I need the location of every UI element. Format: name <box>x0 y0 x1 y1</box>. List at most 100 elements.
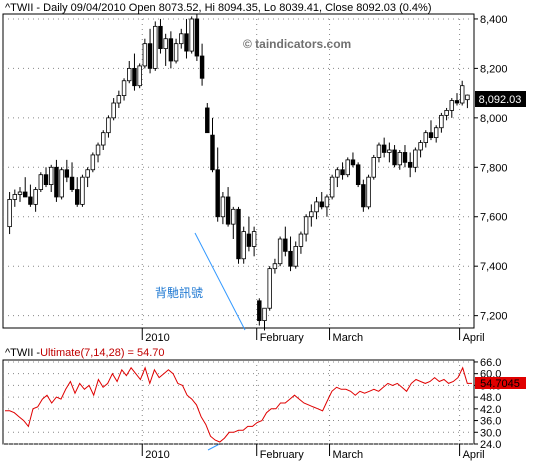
candle-body <box>319 201 324 208</box>
candle-body <box>267 268 272 309</box>
candle-body <box>283 238 288 252</box>
candle-body <box>465 94 470 101</box>
candle-body <box>59 169 64 198</box>
candle-body <box>397 152 402 166</box>
candle-body <box>361 184 366 208</box>
indicator-chart-title: Ultimate(7,14,28) = 54.70 <box>40 347 164 359</box>
price-ytick-label: 7,200 <box>480 311 508 323</box>
price-panel-frame <box>2 13 475 329</box>
indicator-xtick-label: March <box>333 449 364 461</box>
indicator-xtick-label: April <box>463 449 485 461</box>
price-xtick-label: February <box>260 332 305 344</box>
candle-body <box>179 33 184 45</box>
indicator-ytick-label: 66.0 <box>480 357 501 369</box>
candle-body <box>413 149 418 168</box>
indicator-ytick-label: 30.0 <box>480 427 501 439</box>
candle-body <box>340 169 345 176</box>
candle-body <box>366 176 371 208</box>
indicator-ytick-label: 24.0 <box>480 439 501 451</box>
candle-body <box>236 208 241 260</box>
candle-body <box>220 196 226 218</box>
candle-body <box>48 166 54 185</box>
divergence-annotation: 背馳訊號 <box>155 285 203 300</box>
candle-body <box>329 176 335 198</box>
candle-body <box>116 95 122 104</box>
price-xtick-label: April <box>463 332 485 344</box>
candle-body <box>335 169 340 178</box>
price-ytick-label: 8,000 <box>480 113 508 125</box>
candle-body <box>387 149 392 153</box>
candle-body <box>459 85 465 104</box>
candle-body <box>12 194 18 200</box>
candle-body <box>132 67 137 87</box>
candle-body <box>80 176 85 205</box>
candle-body <box>205 107 210 134</box>
candle-body <box>43 174 49 185</box>
indicator-title-prefix: ^TWII - <box>5 347 40 359</box>
candle-body <box>298 233 304 247</box>
candle-body <box>85 169 90 178</box>
indicator-value-label: 54.7045 <box>480 378 520 390</box>
candle-body <box>350 159 356 166</box>
candle-body <box>184 33 189 52</box>
candle-body <box>158 25 163 50</box>
price-ytick-label: 7,800 <box>480 162 508 174</box>
price-ytick-label: 8,200 <box>480 63 508 75</box>
candle-body <box>106 117 111 134</box>
price-xtick-label: 2010 <box>145 332 169 344</box>
watermark-text: © taindicators.com <box>243 37 351 51</box>
candle-body <box>54 166 59 198</box>
indicator-ytick-label: 48.0 <box>480 392 501 404</box>
candle-body <box>324 196 330 208</box>
candle-body <box>225 196 231 225</box>
indicator-ytick-label: 36.0 <box>480 416 501 428</box>
candle-body <box>392 149 397 166</box>
candle-body <box>7 199 12 228</box>
candle-body <box>121 80 127 96</box>
candle-body <box>309 211 314 218</box>
candle-body <box>277 238 283 265</box>
candle-body <box>444 110 449 116</box>
candle-body <box>262 307 267 321</box>
candle-body <box>33 189 38 205</box>
candle-body <box>449 100 455 111</box>
candle-body <box>407 161 413 168</box>
candle-body <box>127 67 132 82</box>
candle-body <box>454 100 460 104</box>
candle-body <box>231 208 236 225</box>
last-price-tag <box>475 91 526 107</box>
divergence-line-price <box>194 232 246 331</box>
candle-body <box>101 132 106 146</box>
price-ytick-label: 7,600 <box>480 212 508 224</box>
candle-body <box>355 164 361 185</box>
ultimate-oscillator-line <box>5 366 472 443</box>
candle-body <box>272 263 278 270</box>
indicator-ytick-label: 42.0 <box>480 404 501 416</box>
indicator-panel-frame <box>2 359 475 445</box>
candle-body <box>17 191 23 195</box>
candle-body <box>64 169 70 178</box>
candle-body <box>75 189 80 205</box>
candle-body <box>428 132 434 139</box>
candle-body <box>22 191 28 198</box>
candle-body <box>418 142 423 151</box>
candle-body <box>38 174 44 190</box>
candle-body <box>288 250 293 267</box>
candle-body <box>173 43 179 62</box>
candle-body <box>189 18 194 52</box>
candle-body <box>194 18 200 57</box>
candle-body <box>314 201 319 213</box>
price-ytick-label: 8,400 <box>480 14 508 26</box>
candle-body <box>433 127 439 139</box>
indicator-xtick-label: 2010 <box>145 449 169 461</box>
candle-body <box>251 231 257 247</box>
candle-body <box>215 169 220 218</box>
price-ytick-label: 7,400 <box>480 261 508 273</box>
price-chart-title: ^TWII - Daily 09/04/2010 Open 8073.52, H… <box>5 2 432 14</box>
candle-body <box>241 231 246 260</box>
candle-body <box>376 144 382 158</box>
candle-body <box>199 55 205 79</box>
candle-body <box>371 157 376 178</box>
candle-body <box>69 176 75 190</box>
